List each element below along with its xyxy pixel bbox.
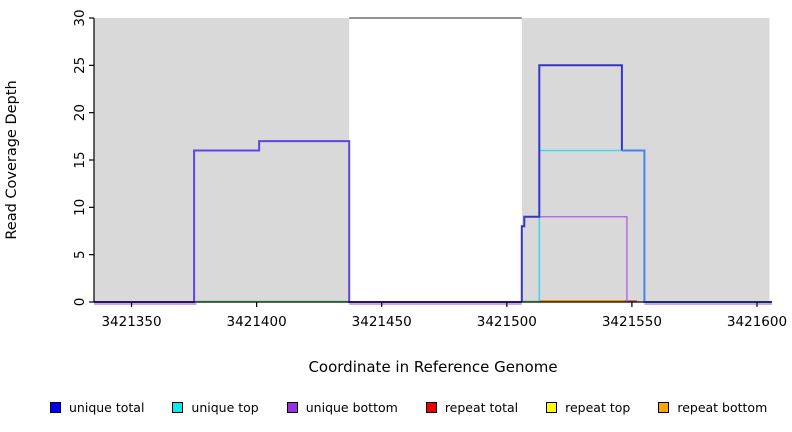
legend-label-unique-top: unique top bbox=[191, 400, 259, 415]
legend-swatch-unique-total-icon bbox=[50, 402, 61, 413]
y-tick-label: 20 bbox=[72, 104, 88, 121]
y-axis-title: Read Coverage Depth bbox=[4, 80, 20, 240]
legend-label-unique-bottom: unique bottom bbox=[305, 400, 398, 415]
legend-swatch-repeat-top-icon bbox=[546, 402, 558, 413]
x-tick-label: 3421450 bbox=[352, 314, 412, 330]
legend-item-unique-bottom: unique bottom bbox=[286, 400, 398, 415]
legend-item-repeat-total: repeat total bbox=[425, 400, 519, 415]
mappable-region-right bbox=[521, 18, 770, 302]
y-tick-label: 15 bbox=[72, 151, 88, 168]
legend-swatch-repeat-total-icon bbox=[425, 402, 437, 413]
x-tick-label: 3421350 bbox=[101, 314, 161, 330]
legend-swatch-repeat-bottom-icon bbox=[658, 402, 670, 413]
x-tick-label: 3421400 bbox=[227, 314, 287, 330]
legend-item-unique-top: unique top bbox=[172, 400, 259, 415]
legend-swatch-unique-top-icon bbox=[172, 402, 184, 413]
y-tick-label: 0 bbox=[72, 298, 88, 307]
x-tick-label: 3421600 bbox=[727, 314, 787, 330]
legend-label-repeat-top: repeat top bbox=[565, 400, 631, 415]
y-tick-label: 25 bbox=[72, 57, 88, 74]
y-tick-label: 10 bbox=[72, 199, 88, 216]
legend-swatch-unique-bottom-icon bbox=[286, 402, 298, 413]
y-tick-label: 5 bbox=[72, 250, 88, 259]
legend-label-repeat-total: repeat total bbox=[444, 400, 519, 415]
legend-item-repeat-bottom: repeat bottom bbox=[658, 400, 767, 415]
series-unique-bottom bbox=[539, 216, 628, 302]
x-tick-label: 3421550 bbox=[602, 314, 662, 330]
y-tick-label: 30 bbox=[72, 9, 88, 26]
x-tick-label: 3421500 bbox=[477, 314, 537, 330]
mappable-region-left bbox=[94, 18, 350, 302]
legend-label-repeat-bottom: repeat bottom bbox=[677, 400, 768, 415]
series-unique-total-right bbox=[520, 64, 623, 302]
legend-item-repeat-top: repeat top bbox=[546, 400, 630, 415]
legend-item-unique-total: unique total bbox=[50, 400, 144, 415]
series-unique-total-left bbox=[94, 140, 522, 303]
x-axis-title: Coordinate in Reference Genome bbox=[308, 358, 558, 376]
legend: unique total unique top unique bottom repea… bbox=[50, 400, 790, 415]
legend-label-unique-total: unique total bbox=[69, 400, 145, 415]
coverage-plot-canvas: 0 5 10 15 20 25 30 3421350 3421400 3421450 3421500… bbox=[72, 9, 787, 330]
